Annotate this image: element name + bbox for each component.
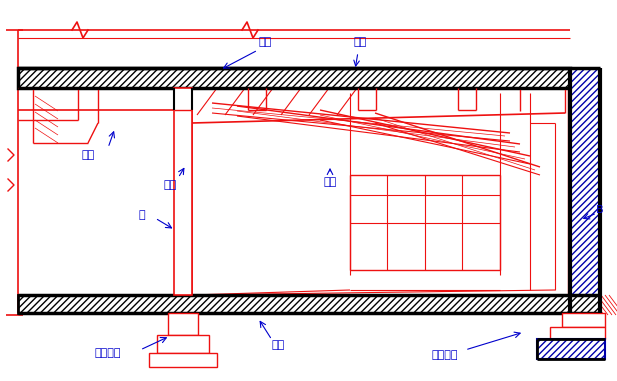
Text: 次梁: 次梁 bbox=[81, 150, 94, 160]
Bar bbox=[149, 353, 217, 367]
Text: B: B bbox=[596, 205, 604, 215]
Text: 次梁: 次梁 bbox=[323, 177, 337, 187]
Polygon shape bbox=[537, 339, 605, 359]
Bar bbox=[350, 175, 500, 270]
Text: 地面: 地面 bbox=[271, 340, 284, 350]
Polygon shape bbox=[18, 295, 600, 313]
Text: 楼板: 楼板 bbox=[354, 37, 366, 47]
Text: 条形基础: 条形基础 bbox=[432, 350, 458, 360]
Text: 主梁: 主梁 bbox=[164, 180, 176, 190]
Bar bbox=[168, 313, 198, 335]
Polygon shape bbox=[570, 68, 600, 313]
Bar bbox=[174, 88, 192, 295]
Polygon shape bbox=[18, 68, 570, 88]
Bar bbox=[157, 335, 209, 353]
Bar bbox=[562, 313, 605, 327]
Text: 柱: 柱 bbox=[139, 210, 146, 220]
Text: 主梁: 主梁 bbox=[259, 37, 271, 47]
Text: 独立基础: 独立基础 bbox=[95, 348, 122, 358]
Bar bbox=[550, 327, 605, 339]
